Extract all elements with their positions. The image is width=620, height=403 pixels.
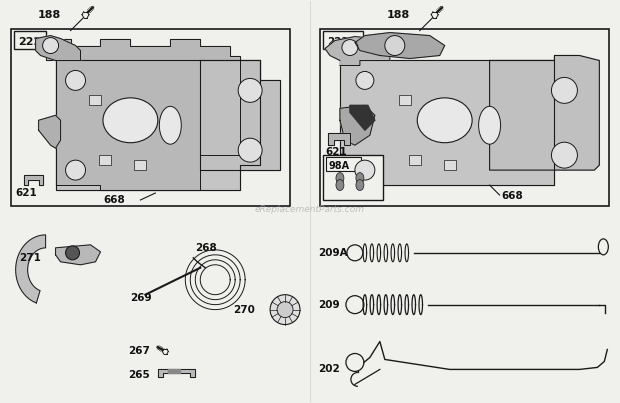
Text: 188: 188 bbox=[37, 10, 61, 20]
Polygon shape bbox=[56, 60, 260, 190]
Text: 202: 202 bbox=[318, 364, 340, 374]
Bar bbox=[89, 96, 102, 105]
Circle shape bbox=[342, 39, 358, 56]
Text: 222A: 222A bbox=[327, 37, 356, 47]
Polygon shape bbox=[355, 33, 445, 58]
Polygon shape bbox=[46, 39, 240, 190]
Text: 621: 621 bbox=[325, 147, 347, 157]
Bar bbox=[323, 155, 383, 200]
Polygon shape bbox=[325, 37, 390, 65]
Polygon shape bbox=[158, 370, 195, 377]
Polygon shape bbox=[168, 370, 180, 374]
Polygon shape bbox=[56, 245, 100, 265]
Bar bbox=[399, 96, 411, 105]
Circle shape bbox=[66, 246, 79, 260]
Text: 188: 188 bbox=[386, 10, 410, 20]
Circle shape bbox=[238, 138, 262, 162]
Circle shape bbox=[43, 37, 58, 54]
Text: 269: 269 bbox=[130, 293, 152, 303]
Text: 209A: 209A bbox=[318, 248, 348, 258]
Circle shape bbox=[238, 79, 262, 102]
Bar bbox=[409, 155, 421, 165]
Circle shape bbox=[270, 295, 300, 324]
Ellipse shape bbox=[103, 98, 158, 143]
Text: 222: 222 bbox=[17, 37, 41, 47]
Circle shape bbox=[66, 160, 86, 180]
Text: 267: 267 bbox=[128, 347, 151, 357]
Circle shape bbox=[356, 71, 374, 89]
Bar bbox=[444, 160, 456, 170]
Polygon shape bbox=[16, 235, 46, 303]
Bar bbox=[11, 29, 290, 206]
Bar bbox=[323, 31, 363, 48]
Text: 98A: 98A bbox=[329, 161, 350, 171]
Text: 270: 270 bbox=[233, 305, 255, 315]
Polygon shape bbox=[340, 105, 375, 145]
Text: 268: 268 bbox=[195, 243, 217, 253]
Text: 668: 668 bbox=[502, 191, 523, 201]
Text: 271: 271 bbox=[19, 253, 40, 263]
Ellipse shape bbox=[336, 180, 344, 191]
Polygon shape bbox=[340, 60, 554, 185]
Polygon shape bbox=[35, 35, 81, 60]
Bar bbox=[14, 31, 46, 48]
Circle shape bbox=[551, 77, 577, 103]
Ellipse shape bbox=[356, 180, 364, 191]
Ellipse shape bbox=[336, 172, 344, 183]
Bar bbox=[326, 157, 361, 171]
Ellipse shape bbox=[479, 106, 500, 144]
Circle shape bbox=[385, 35, 405, 56]
Polygon shape bbox=[490, 56, 600, 170]
Circle shape bbox=[66, 71, 86, 90]
Bar bbox=[99, 155, 112, 165]
Polygon shape bbox=[200, 60, 280, 170]
Circle shape bbox=[277, 302, 293, 318]
Polygon shape bbox=[24, 175, 43, 185]
Polygon shape bbox=[38, 115, 61, 148]
Ellipse shape bbox=[417, 98, 472, 143]
Text: 668: 668 bbox=[104, 195, 125, 205]
Text: 621: 621 bbox=[16, 188, 37, 198]
Circle shape bbox=[355, 160, 375, 180]
Text: eReplacementParts.com: eReplacementParts.com bbox=[255, 206, 365, 214]
Ellipse shape bbox=[356, 172, 364, 183]
Ellipse shape bbox=[159, 106, 181, 144]
Polygon shape bbox=[328, 133, 350, 145]
Bar bbox=[320, 29, 609, 206]
Text: 265: 265 bbox=[128, 370, 151, 380]
Text: 209: 209 bbox=[318, 300, 340, 310]
Circle shape bbox=[551, 142, 577, 168]
Polygon shape bbox=[350, 105, 375, 130]
Bar bbox=[135, 160, 146, 170]
